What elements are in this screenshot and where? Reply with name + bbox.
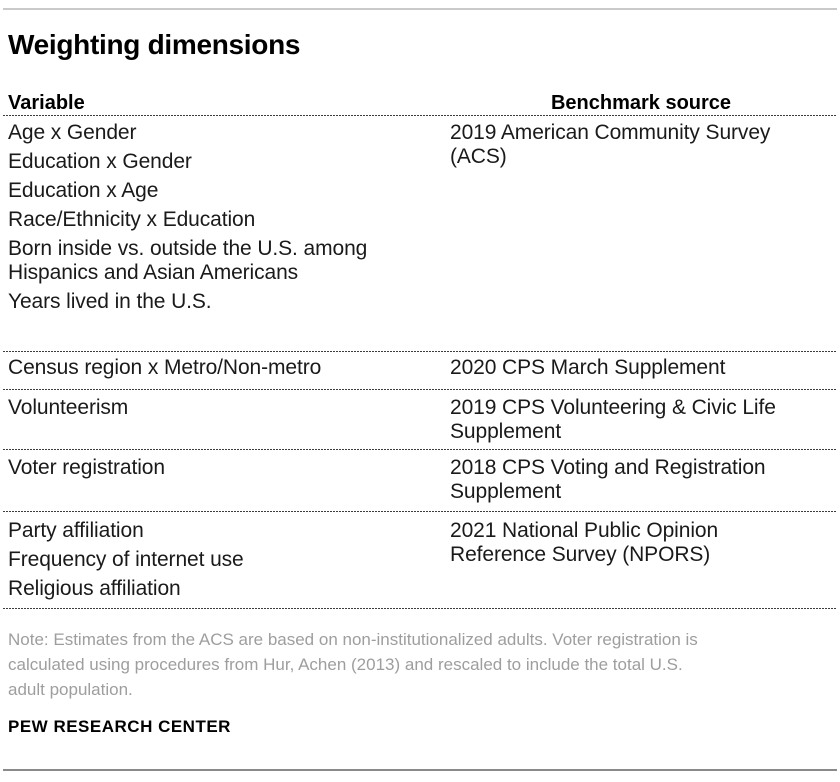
benchmark-cell: 2019 CPS Volunteering & Civic Life Suppl… bbox=[450, 396, 776, 443]
variable-item: Voter registration bbox=[8, 456, 165, 479]
variable-item: Volunteerism bbox=[8, 396, 129, 419]
variable-cell: Census region x Metro/Non-metro bbox=[8, 356, 450, 380]
variable-item: Census region x Metro/Non-metro bbox=[8, 356, 322, 379]
variable-cell: Volunteerism bbox=[8, 396, 450, 444]
source-label: PEW RESEARCH CENTER bbox=[8, 717, 231, 736]
benchmark-cell: 2020 CPS March Supplement bbox=[450, 356, 726, 379]
variable-item: Education x Gender bbox=[8, 150, 192, 173]
table-row: Voter registration 2018 CPS Voting and R… bbox=[0, 450, 840, 511]
variable-item: Party affiliation bbox=[8, 519, 144, 542]
separator bbox=[3, 449, 837, 450]
note-text: Note: Estimates from the ACS are based o… bbox=[8, 630, 698, 699]
table-header: Variable Benchmark source bbox=[8, 91, 832, 115]
variable-cell: Age x Gender Education x Gender Educatio… bbox=[8, 121, 450, 314]
variable-item: Education x Age bbox=[8, 179, 159, 202]
variable-item: Race/Ethnicity x Education bbox=[8, 208, 256, 231]
variable-item: Age x Gender bbox=[8, 121, 137, 144]
table-row: Party affiliation Frequency of internet … bbox=[0, 512, 840, 608]
separator bbox=[3, 511, 837, 512]
separator bbox=[3, 115, 837, 116]
variable-item: Frequency of internet use bbox=[8, 548, 244, 571]
benchmark-cell: 2018 CPS Voting and Registration Supplem… bbox=[450, 456, 766, 503]
column-header-benchmark: Benchmark source bbox=[550, 92, 732, 114]
table-row: Census region x Metro/Non-metro 2020 CPS… bbox=[0, 352, 840, 389]
variable-item: Religious affiliation bbox=[8, 577, 181, 600]
variable-item: Born inside vs. outside the U.S. among H… bbox=[8, 237, 368, 284]
bottom-rule bbox=[3, 769, 837, 771]
variable-cell: Party affiliation Frequency of internet … bbox=[8, 519, 450, 601]
benchmark-cell: 2021 National Public Opinion Reference S… bbox=[450, 519, 719, 566]
table-row: Age x Gender Education x Gender Educatio… bbox=[0, 116, 840, 351]
table-row: Volunteerism 2019 CPS Volunteering & Civ… bbox=[0, 390, 840, 449]
variable-cell: Voter registration bbox=[8, 456, 450, 504]
variable-item: Years lived in the U.S. bbox=[8, 290, 212, 313]
top-rule bbox=[3, 8, 837, 10]
separator bbox=[3, 608, 837, 609]
column-header-variable: Variable bbox=[8, 92, 85, 114]
page-title: Weighting dimensions bbox=[8, 29, 301, 60]
benchmark-cell: 2019 American Community Survey (ACS) bbox=[450, 121, 771, 168]
separator bbox=[3, 351, 837, 352]
separator bbox=[3, 389, 837, 390]
